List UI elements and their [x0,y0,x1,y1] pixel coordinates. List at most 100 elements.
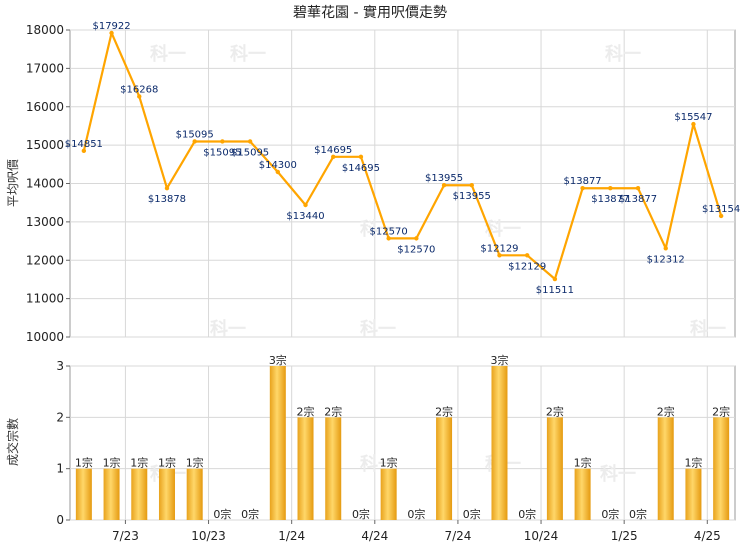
x-tick-label: 10/23 [191,529,226,543]
top-y-tick-label: 17000 [26,61,64,75]
transaction-data-label: 1宗 [158,456,176,470]
transaction-data-label: 0宗 [213,507,231,521]
x-tick-label: 4/24 [361,529,388,543]
transaction-data-label: 1宗 [103,456,121,470]
transaction-bar [75,468,92,520]
transaction-data-label: 2宗 [546,404,564,418]
transaction-bar [574,468,591,520]
transaction-bar [436,417,453,520]
watermark-text: 科一 [605,43,641,65]
price-point [358,154,364,160]
price-data-label: $14851 [65,139,103,150]
price-data-label: $17922 [92,21,130,32]
transaction-data-label: 3宗 [490,353,508,367]
transaction-data-label: 0宗 [463,507,481,521]
bottom-y-tick-label: 0 [56,513,64,527]
price-data-label: $12570 [370,226,408,237]
bottom-y-axis-label: 成交宗數 [5,418,20,466]
transaction-data-label: 3宗 [269,353,287,367]
price-point [275,169,281,175]
watermark-text: 科一 [150,43,186,65]
top-y-tick-label: 10000 [26,330,64,344]
transaction-data-label: 0宗 [518,507,536,521]
top-y-tick-label: 14000 [26,177,64,191]
bottom-chart-area: 0123科一科一科一科一1宗1宗1宗1宗1宗0宗0宗3宗2宗2宗0宗1宗0宗2宗… [56,353,736,543]
price-data-label: $13877 [591,194,629,205]
price-data-label: $12570 [397,244,435,255]
bottom-y-tick-label: 1 [56,462,64,476]
transaction-data-label: 1宗 [380,456,398,470]
price-point [635,186,641,191]
watermark-text: 科一 [230,43,266,65]
price-point [524,253,530,258]
transaction-data-label: 2宗 [712,404,730,418]
price-point [331,154,336,160]
price-data-label: $13877 [619,194,657,205]
transaction-bar [546,417,563,520]
price-point [441,183,447,188]
top-y-axis-label: 平均呎價 [6,159,20,207]
top-y-tick-label: 12000 [26,253,64,267]
price-data-label: $13955 [453,191,491,202]
x-tick-label: 7/24 [444,529,471,543]
x-tick-label: 1/25 [611,529,638,543]
price-point [552,276,558,282]
x-tick-label: 7/23 [112,529,139,543]
transaction-bar [269,366,286,520]
x-tick-label: 4/25 [694,529,721,543]
price-data-label: $14695 [314,145,352,156]
transaction-bar [491,366,508,520]
price-point [608,186,613,191]
transaction-bar [297,417,314,520]
price-data-label: $13440 [286,211,324,222]
price-point [691,121,696,127]
price-point [192,139,197,144]
price-data-label: $15095 [231,147,269,158]
price-series-line [82,31,723,281]
price-point [303,202,308,208]
top-chart-area: 10000 11000 12000 13000 14000 15000 16000 17000… [26,21,740,344]
transaction-bar [103,468,120,520]
price-point [247,139,253,144]
chart-title: 碧華花園 - 實用呎價走勢 [293,4,447,21]
watermark-text: 科一 [600,463,636,485]
transaction-bar [685,468,702,520]
watermark-text: 科一 [485,218,521,240]
bottom-y-tick-label: 2 [56,410,64,424]
transaction-data-label: 2宗 [297,404,315,418]
top-y-tick-label: 11000 [26,292,64,306]
watermark-text: 科一 [210,318,246,340]
price-point [718,213,724,219]
price-data-label: $14300 [259,160,297,171]
price-data-label: $13955 [425,173,463,184]
watermark-text: 科一 [360,318,396,340]
price-data-label: $15095 [176,129,214,140]
transaction-bar [380,468,397,520]
transaction-data-label: 0宗 [629,507,647,521]
transaction-bar [131,468,148,520]
price-point [164,185,170,191]
transaction-data-label: 2宗 [657,404,675,418]
transaction-data-label: 1宗 [130,456,148,470]
price-point [386,236,391,241]
price-point [81,148,87,154]
transaction-data-label: 2宗 [324,404,342,418]
x-tick-label: 1/24 [278,529,305,543]
transaction-data-label: 1宗 [75,456,93,470]
price-data-label: $12129 [508,261,546,272]
price-data-label: $15095 [203,147,241,158]
price-point [469,183,474,188]
price-point [580,186,585,191]
price-data-label: $14695 [342,163,380,174]
transaction-bar [158,468,175,520]
price-data-label: $13877 [564,176,602,187]
x-tick-label: 10/24 [524,529,559,543]
transaction-data-label: 2宗 [435,404,453,418]
price-data-label: $11511 [536,285,574,296]
top-y-tick-label: 13000 [26,215,64,229]
price-point [137,94,142,99]
price-data-label: $15547 [674,112,712,123]
top-y-tick-label: 18000 [26,23,64,37]
